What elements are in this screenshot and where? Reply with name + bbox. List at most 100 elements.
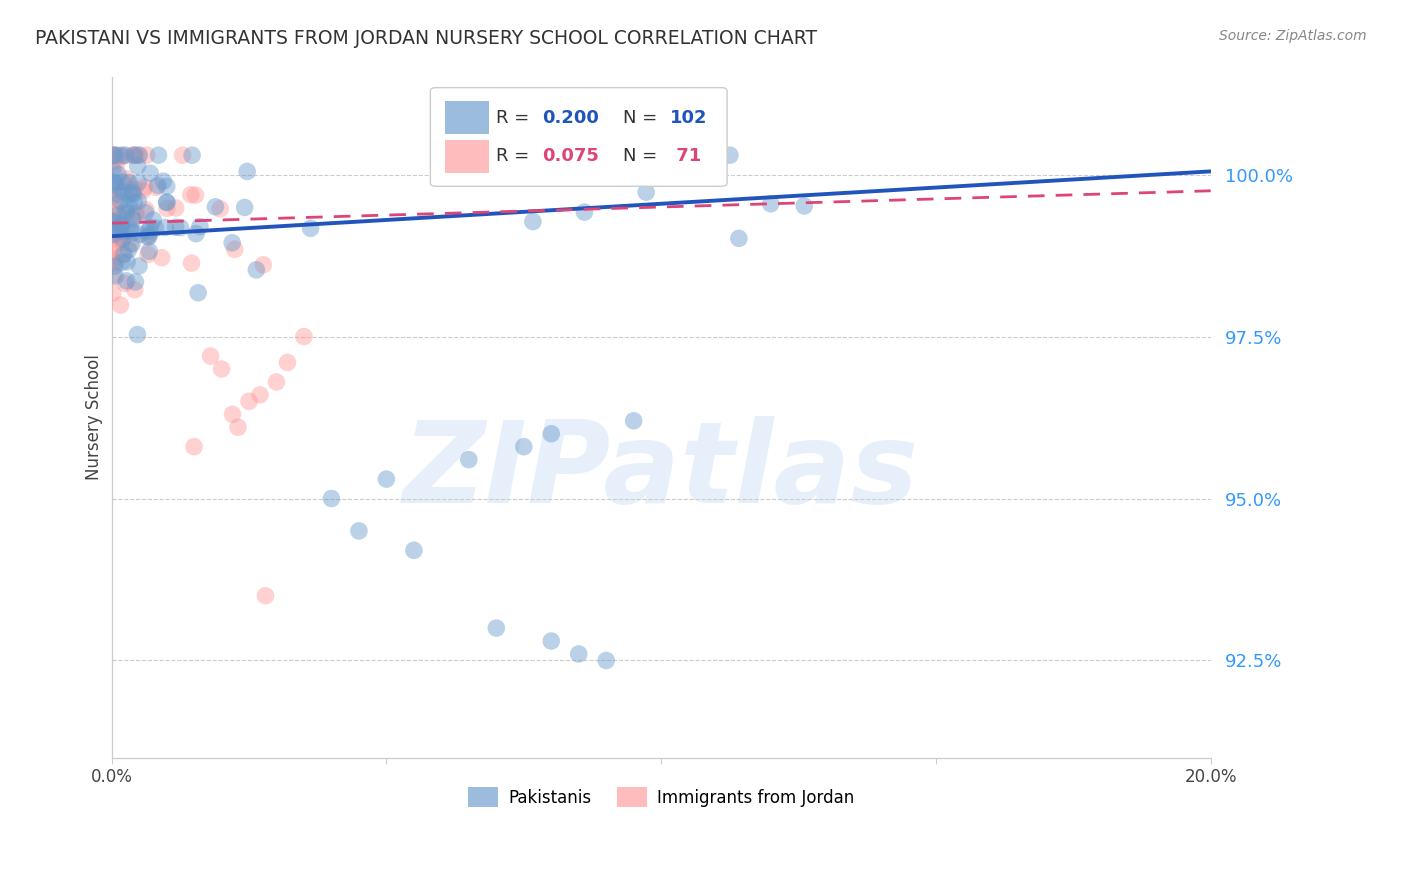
Point [127, 327, 149, 342]
Point [111, 149, 134, 163]
Point [111, 220, 134, 235]
Point [105, 237, 128, 252]
Point [145, 221, 167, 235]
Point [292, 329, 315, 343]
Text: 71: 71 [669, 147, 702, 165]
Point [375, 472, 398, 486]
Point [127, 159, 149, 173]
Point [540, 426, 562, 441]
Point [104, 150, 127, 164]
Point [148, 148, 170, 162]
Point [233, 201, 256, 215]
Point [152, 174, 174, 188]
Point [111, 148, 134, 162]
Point [180, 187, 202, 202]
Point [184, 227, 207, 241]
Point [124, 283, 146, 297]
Point [181, 148, 204, 162]
Point [105, 221, 128, 235]
Point [457, 452, 479, 467]
Point [114, 277, 136, 291]
Point [124, 182, 146, 196]
Point [105, 157, 128, 171]
Point [101, 202, 124, 216]
Point [115, 221, 138, 235]
Point [112, 247, 135, 261]
Point [118, 199, 141, 213]
Point [118, 176, 141, 190]
Point [111, 255, 134, 269]
Point [200, 349, 222, 363]
Point [108, 211, 131, 226]
Point [110, 188, 132, 202]
Point [165, 201, 187, 215]
Point [125, 206, 148, 220]
Point [134, 180, 156, 194]
Point [104, 256, 127, 270]
Point [138, 244, 160, 259]
Point [188, 219, 211, 234]
Point [793, 199, 815, 213]
Point [444, 148, 467, 162]
Point [121, 148, 143, 162]
Point [299, 221, 322, 235]
Point [136, 247, 159, 261]
Point [759, 196, 782, 211]
Point [101, 175, 124, 189]
Point [111, 247, 134, 261]
Point [104, 148, 127, 162]
Text: 102: 102 [669, 109, 707, 127]
Point [146, 178, 169, 193]
Point [122, 187, 145, 202]
Point [110, 217, 132, 231]
Point [101, 254, 124, 268]
Point [347, 524, 370, 538]
Text: PAKISTANI VS IMMIGRANTS FROM JORDAN NURSERY SCHOOL CORRELATION CHART: PAKISTANI VS IMMIGRANTS FROM JORDAN NURS… [35, 29, 817, 47]
Point [107, 187, 129, 202]
Text: R =: R = [496, 109, 536, 127]
Point [124, 148, 146, 162]
Point [236, 164, 259, 178]
Point [224, 243, 246, 257]
Point [108, 222, 131, 236]
Point [121, 182, 143, 196]
Point [124, 148, 146, 162]
Point [187, 285, 209, 300]
Text: 0.200: 0.200 [543, 109, 599, 127]
Point [124, 148, 146, 162]
Point [574, 205, 596, 219]
Point [636, 185, 658, 199]
Point [107, 208, 129, 222]
Point [101, 214, 124, 228]
Point [254, 589, 277, 603]
Point [103, 148, 125, 162]
Point [172, 148, 194, 162]
Point [156, 202, 179, 216]
Point [124, 275, 146, 289]
Text: ZIPatlas: ZIPatlas [404, 417, 920, 527]
Point [221, 235, 243, 250]
Point [104, 204, 127, 219]
FancyBboxPatch shape [444, 102, 489, 134]
Point [238, 394, 260, 409]
Point [128, 227, 150, 242]
Point [245, 263, 267, 277]
Point [115, 206, 138, 220]
Point [156, 195, 179, 210]
Point [249, 388, 271, 402]
Point [110, 298, 132, 312]
Point [114, 148, 136, 162]
Point [121, 186, 143, 200]
Point [513, 440, 536, 454]
Point [101, 246, 124, 260]
Point [477, 153, 499, 168]
Point [103, 193, 125, 207]
Point [101, 162, 124, 177]
Point [138, 230, 160, 244]
Point [115, 255, 138, 269]
Text: R =: R = [496, 147, 536, 165]
Point [540, 634, 562, 648]
Point [128, 259, 150, 273]
FancyBboxPatch shape [444, 140, 489, 173]
Point [184, 188, 207, 202]
